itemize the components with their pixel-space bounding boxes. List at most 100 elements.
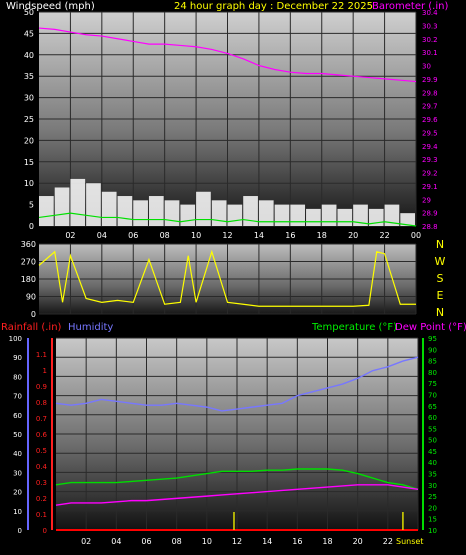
baro-tick-label: 30.4 (422, 9, 438, 17)
x-tick-label: 10 (191, 231, 201, 240)
rain-tick-label: 0.3 (36, 479, 47, 487)
temp-series (55, 356, 419, 531)
direction-tick-label: 360 (21, 240, 36, 249)
direction-tick-label: 180 (21, 275, 36, 284)
gust-bar (258, 200, 274, 226)
rain-tick-label: 1 (43, 367, 47, 375)
wind-tick-label: 40 (24, 51, 34, 60)
barometer-line (38, 27, 417, 83)
compass-letter: N (436, 238, 444, 251)
humidity-tick-label: 100 (9, 335, 22, 343)
rain-tick-label: 0.8 (36, 399, 47, 407)
wind-tick-label: 45 (24, 29, 34, 38)
humidity-tick-label: 10 (13, 508, 22, 516)
wind-x-ticks: 02 04 06 08 10 12 14 16 18 20 22 00 (65, 231, 421, 240)
humidity-tick-label: 80 (13, 373, 22, 381)
temp-y-ticks: 10 15 20 25 30 35 40 45 50 55 60 65 70 75 80 85 90 95 (428, 335, 437, 535)
humidity-tick-label: 70 (13, 393, 22, 401)
temp-tick-label: 50 (428, 437, 437, 445)
temp-tick-label: 30 (428, 482, 437, 490)
gust-bar (86, 183, 101, 226)
baro-y-ticks: 28.8 28.9 29 29.1 29.2 29.3 29.4 29.5 29.6 29.7 29… (422, 9, 438, 231)
wind-tick-label: 10 (24, 179, 34, 188)
temp-tick-label: 75 (428, 380, 437, 388)
gust-bar (321, 204, 337, 226)
x-tick-label: 16 (285, 231, 295, 240)
temp-tick-label: 55 (428, 425, 437, 433)
direction-grid (39, 243, 417, 315)
wind-y-ticks: 0 5 10 15 20 25 30 35 40 45 50 (24, 8, 34, 231)
gust-bar (196, 191, 211, 226)
humidity-tick-label: 60 (13, 412, 22, 420)
temp-x-ticks: 02 04 06 08 10 12 14 16 18 20 22 (81, 537, 393, 546)
wind-tick-label: 50 (24, 8, 34, 17)
direction-tick-label: 270 (21, 258, 36, 267)
wind-tick-label: 20 (24, 136, 34, 145)
temp-tick-label: 80 (428, 369, 437, 377)
x-tick-label: 02 (81, 537, 91, 546)
x-tick-label: 08 (172, 537, 182, 546)
rain-tick-label: 0.4 (36, 463, 48, 471)
baro-tick-label: 29.3 (422, 156, 438, 164)
direction-y-ticks: 0 90 180 270 360 (21, 240, 36, 319)
temp-tick-label: 35 (428, 471, 437, 479)
temp-tick-label: 25 (428, 493, 437, 501)
gust-bar (400, 213, 415, 226)
humidity-tick-label: 40 (13, 450, 22, 458)
wind-baro-grid (39, 11, 417, 227)
gust-bar (384, 204, 400, 226)
baro-tick-label: 29.7 (422, 103, 438, 111)
gust-bar (39, 196, 54, 226)
temp-tick-label: 70 (428, 391, 437, 399)
gust-bar (211, 200, 227, 226)
temp-tick-label: 20 (428, 504, 437, 512)
baro-tick-label: 29.4 (422, 143, 438, 151)
x-tick-label: 12 (222, 231, 232, 240)
x-tick-label: 04 (97, 231, 107, 240)
gust-bar (243, 196, 258, 226)
gust-bar (368, 208, 384, 226)
x-tick-label: 20 (348, 231, 358, 240)
x-tick-label: 06 (128, 231, 138, 240)
gust-bar (148, 196, 164, 226)
humidity-tick-label: 90 (13, 354, 22, 362)
wind-tick-label: 0 (29, 222, 34, 231)
gust-bar (337, 208, 353, 226)
gust-bar (164, 200, 180, 226)
x-tick-label: 04 (111, 537, 121, 546)
x-tick-label: 22 (379, 231, 389, 240)
rain-y-ticks: 0 0.1 0.2 0.3 0.4 0.5 0.6 0.7 0.8 0.9 1 1.1 (36, 351, 48, 535)
temp-axis-label: Temperature (°F) (311, 322, 397, 333)
x-tick-label: 18 (322, 537, 332, 546)
baro-tick-label: 30.3 (422, 22, 438, 30)
direction-line (38, 249, 416, 307)
wind-axis-label: Windspeed (mph) (6, 1, 95, 12)
humidity-tick-label: 50 (13, 431, 22, 439)
x-tick-label: 02 (65, 231, 75, 240)
rain-tick-label: 0.1 (36, 511, 47, 519)
baro-tick-label: 29.8 (422, 89, 438, 97)
temp-tick-label: 10 (428, 527, 437, 535)
rain-axis-label: Rainfall (.in) (1, 322, 62, 333)
baro-tick-label: 29.6 (422, 116, 438, 124)
baro-tick-label: 28.9 (422, 210, 438, 218)
gust-bar (180, 204, 196, 226)
direction-tick-label: 0 (31, 310, 36, 319)
temp-tick-label: 45 (428, 448, 437, 456)
humidity-y-ticks: 0 10 20 30 40 50 60 70 80 90 100 (9, 335, 22, 535)
temp-tick-label: 60 (428, 414, 437, 422)
humidity-tick-label: 20 (13, 489, 22, 497)
baro-tick-label: 29.2 (422, 170, 438, 178)
baro-tick-label: 29.1 (422, 183, 438, 191)
dew-point-line (55, 484, 419, 506)
rain-tick-label: 0.6 (36, 431, 48, 439)
x-tick-label: 08 (160, 231, 170, 240)
humidity-tick-label: 30 (13, 469, 22, 477)
wind-tick-label: 35 (24, 72, 34, 81)
baro-tick-label: 29.9 (422, 76, 438, 84)
baro-tick-label: 30.2 (422, 36, 438, 44)
baro-tick-label: 30.1 (422, 49, 438, 57)
direction-series (38, 249, 416, 307)
temp-tick-label: 90 (428, 346, 437, 354)
